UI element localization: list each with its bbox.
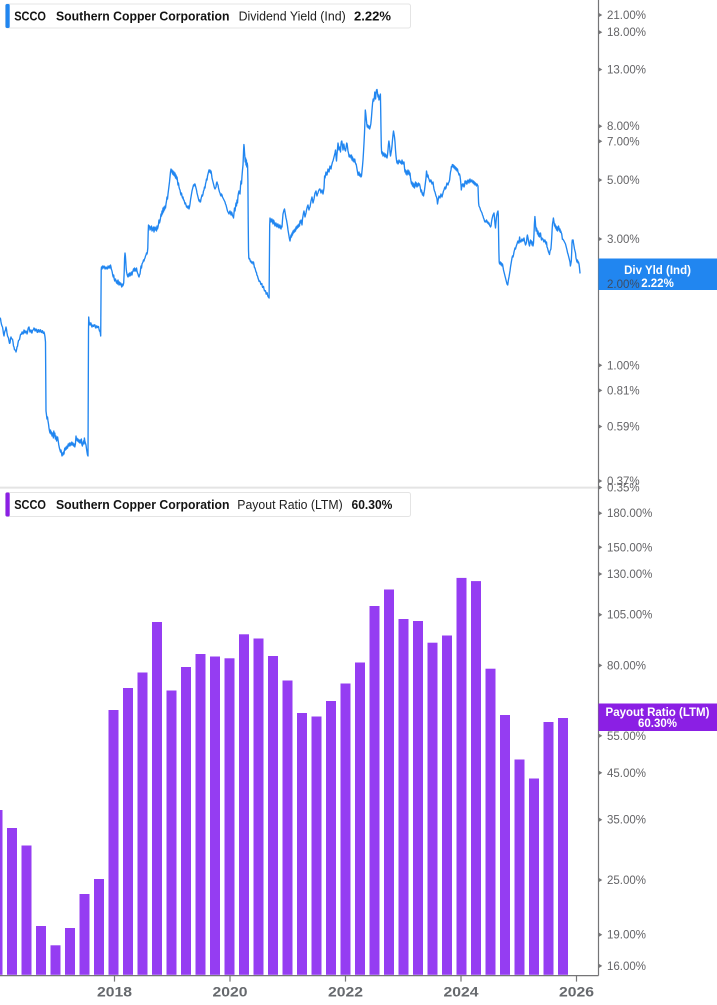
svg-text:60.30%: 60.30% — [352, 497, 393, 512]
svg-text:Payout Ratio (LTM): Payout Ratio (LTM) — [606, 707, 710, 719]
svg-text:SCCO: SCCO — [14, 497, 46, 512]
svg-text:130.00%: 130.00% — [607, 569, 652, 581]
svg-text:45.00%: 45.00% — [607, 768, 646, 780]
svg-text:35.00%: 35.00% — [607, 815, 646, 827]
svg-text:105.00%: 105.00% — [607, 610, 652, 622]
svg-text:80.00%: 80.00% — [607, 660, 646, 672]
svg-text:60.30%: 60.30% — [638, 718, 677, 730]
svg-text:2020: 2020 — [213, 985, 248, 1000]
svg-text:Div Yld (Ind): Div Yld (Ind) — [624, 265, 691, 277]
svg-text:2018: 2018 — [97, 985, 133, 1000]
svg-text:18.00%: 18.00% — [607, 27, 646, 39]
svg-text:16.00%: 16.00% — [607, 961, 646, 973]
svg-text:13.00%: 13.00% — [607, 65, 646, 77]
svg-text:0.81%: 0.81% — [607, 385, 640, 397]
svg-text:Southern Copper Corporation: Southern Copper Corporation — [56, 497, 230, 512]
svg-text:150.00%: 150.00% — [607, 542, 652, 554]
svg-text:180.00%: 180.00% — [607, 508, 652, 520]
svg-text:Southern Copper Corporation: Southern Copper Corporation — [56, 9, 230, 24]
svg-text:8.00%: 8.00% — [607, 121, 640, 133]
svg-text:3.00%: 3.00% — [607, 234, 640, 246]
svg-text:5.00%: 5.00% — [607, 175, 640, 187]
svg-text:2.22%: 2.22% — [641, 278, 674, 290]
svg-text:21.00%: 21.00% — [607, 10, 646, 22]
svg-text:25.00%: 25.00% — [607, 875, 646, 887]
svg-text:2022: 2022 — [328, 985, 363, 1000]
svg-text:2026: 2026 — [559, 985, 595, 1000]
svg-text:0.35%: 0.35% — [607, 483, 640, 495]
svg-text:Dividend Yield (Ind): Dividend Yield (Ind) — [239, 9, 346, 24]
svg-text:0.59%: 0.59% — [607, 422, 640, 434]
svg-text:SCCO: SCCO — [14, 9, 46, 24]
svg-text:Payout Ratio (LTM): Payout Ratio (LTM) — [237, 497, 342, 512]
svg-text:55.00%: 55.00% — [607, 731, 646, 743]
svg-text:2.00%: 2.00% — [607, 279, 640, 291]
svg-text:19.00%: 19.00% — [607, 930, 646, 942]
svg-text:0.37%: 0.37% — [607, 476, 640, 488]
svg-text:7.00%: 7.00% — [607, 136, 640, 148]
svg-text:1.00%: 1.00% — [607, 360, 640, 372]
svg-text:2024: 2024 — [444, 985, 480, 1000]
svg-text:2.22%: 2.22% — [354, 9, 391, 24]
